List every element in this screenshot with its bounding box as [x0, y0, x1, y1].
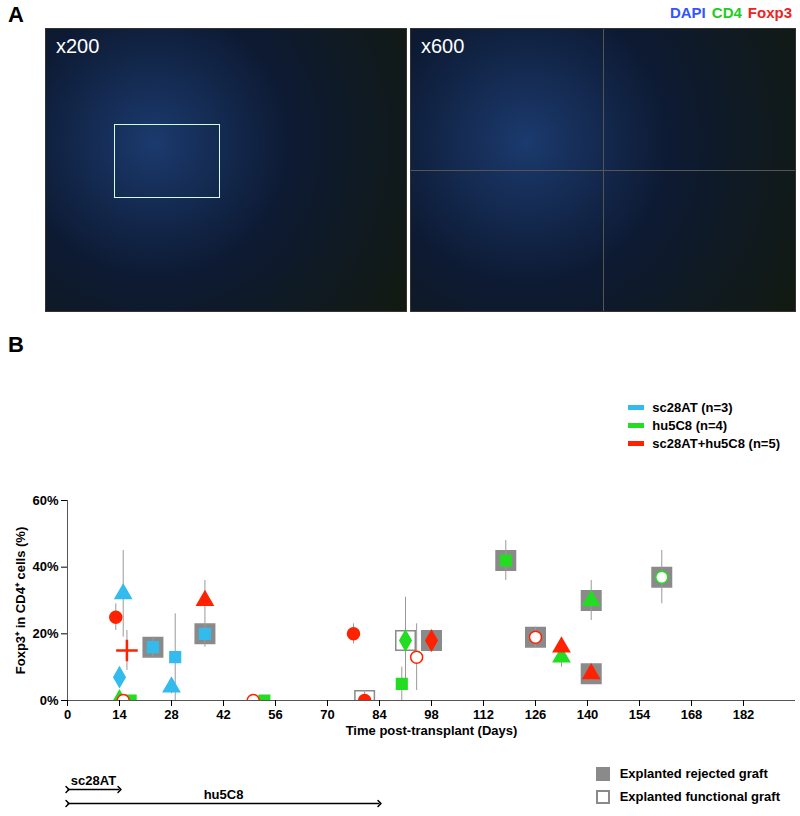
html-text:x600: x600: [421, 35, 465, 57]
svg-text:0%: 0%: [40, 693, 59, 708]
svg-text:98: 98: [424, 707, 438, 722]
html-text:A: A: [8, 2, 24, 27]
html-text:x200: x200: [56, 35, 100, 57]
svg-text:70: 70: [320, 707, 334, 722]
svg-text:84: 84: [372, 707, 387, 722]
html-text:B: B: [8, 332, 24, 357]
svg-text:0: 0: [64, 707, 71, 722]
svg-text:sc28AT: sc28AT: [71, 773, 116, 788]
html-text:Explanted rejected graft: Explanted rejected graft: [619, 766, 768, 781]
svg-text:40%: 40%: [32, 559, 58, 574]
svg-text:60%: 60%: [32, 493, 58, 508]
svg-text:140: 140: [577, 707, 599, 722]
svg-text:28: 28: [164, 707, 178, 722]
svg-text:182: 182: [733, 707, 755, 722]
svg-text:56: 56: [268, 707, 282, 722]
html-text:sc28AT (n=3): sc28AT (n=3): [652, 400, 733, 415]
svg-text:Time post-transplant (Days): Time post-transplant (Days): [346, 723, 518, 738]
html-text:sc28AT+hu5C8 (n=5): sc28AT+hu5C8 (n=5): [652, 436, 780, 451]
svg-text:hu5C8: hu5C8: [204, 787, 244, 802]
svg-text:112: 112: [473, 707, 494, 722]
svg-text:154: 154: [629, 707, 651, 722]
svg-text:42: 42: [216, 707, 230, 722]
html-text:Explanted functional graft: Explanted functional graft: [619, 789, 780, 804]
html-text:hu5C8 (n=4): hu5C8 (n=4): [652, 418, 728, 433]
svg-text:126: 126: [525, 707, 547, 722]
svg-text:Foxp3⁺ in CD4⁺ cells (%): Foxp3⁺ in CD4⁺ cells (%): [13, 527, 28, 674]
html-text:DAPI CD4 Foxp3: DAPI CD4 Foxp3: [670, 4, 792, 21]
svg-text:14: 14: [112, 707, 127, 722]
svg-text:20%: 20%: [32, 626, 58, 641]
svg-text:168: 168: [681, 707, 703, 722]
